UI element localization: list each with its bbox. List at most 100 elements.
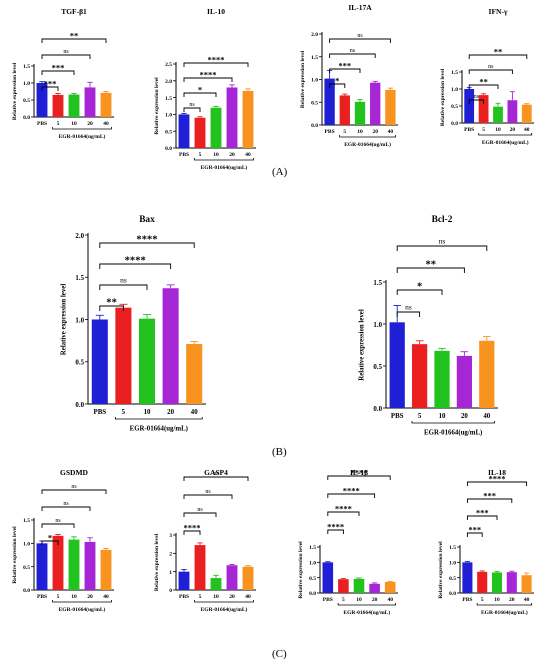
x-tick-label: PBS [37,594,47,600]
group-bracket [339,135,396,138]
x-tick-label: 10 [213,594,219,600]
bar-20 [84,541,96,590]
significance-bracket [41,54,91,59]
significance-label: **** [208,55,225,65]
bar-5 [52,535,64,590]
significance-bracket [468,54,528,59]
x-tick-label: 20 [229,152,235,158]
significance-bracket [329,68,361,73]
x-tick-label: PBS [179,594,189,600]
significance-label: ns [357,33,363,39]
bar-10 [353,578,365,593]
bar-10 [354,101,366,125]
x-tick-label: 20 [229,594,235,600]
x-tick-label: 5 [122,409,126,416]
significance-label: ** [106,297,117,308]
significance-bracket [466,481,528,486]
significance-label: *** [468,525,481,535]
significance-label: ns [213,471,219,477]
x-axis-label: EGR-01664(ug/mL) [343,609,390,616]
y-tick-label: 2.0 [165,79,172,85]
bar-5 [477,571,488,593]
group-bracket [52,127,112,130]
x-tick-label: 5 [199,152,202,158]
x-axis-label: EGR-01664(ug/mL) [59,606,106,613]
bar-pbs [324,78,335,125]
significance-bracket [327,529,344,534]
y-tick-label: 0.0 [451,121,458,127]
significance-bracket [41,489,107,494]
bar-10 [491,572,503,593]
significance-label: *** [338,61,351,71]
bar-10 [68,94,80,117]
x-axis-label: EGR-01664(ug/mL) [344,141,391,148]
significance-bracket [41,86,59,91]
y-axis-label: Relative expression level [12,526,18,584]
x-tick-label: 20 [87,594,93,600]
bar-40 [100,549,112,590]
significance-label: ns [189,102,195,108]
x-axis-label: EGR-01664(ug/mL) [201,606,248,613]
bar-20 [370,82,381,125]
x-tick-label: 20 [509,597,515,603]
x-tick-label: 10 [439,413,446,420]
significance-label: **** [125,255,146,266]
y-tick-label: 0.0 [309,591,316,597]
y-axis-label: Relative expression level [298,541,304,599]
y-axis-label: Relative expression level [61,284,68,356]
significance-label: ns [439,237,446,246]
bar-pbs [36,543,48,590]
significance-bracket [99,242,195,248]
group-bracket [194,600,254,603]
bar-40 [521,575,532,593]
significance-bracket [327,475,391,480]
significance-bracket [466,515,498,520]
y-tick-label: 1.5 [451,70,458,76]
bar-5 [194,545,206,590]
y-tick-label: 2.5 [165,62,172,68]
y-tick-label: 1.5 [373,280,382,287]
x-tick-label: PBS [94,409,107,416]
x-tick-label: PBS [464,127,474,133]
significance-bracket [41,70,75,75]
chart-bcl-2: Bcl-2 0.0 0.5 1.0 1.5 Relative expression lev… [359,215,498,436]
bar-40 [100,92,112,117]
significance-label: **** [343,486,360,496]
x-tick-label: PBS [179,152,189,158]
bar-5 [194,117,206,148]
y-axis-label: Relative expression level [359,309,366,381]
y-tick-label: 0.5 [451,104,458,110]
group-bracket [114,417,203,420]
significance-label: *** [483,491,496,501]
significance-label: **** [136,234,157,245]
y-axis-label: Relative expression level [154,77,160,135]
bar-20 [456,355,473,408]
x-tick-label: 40 [524,127,530,133]
x-tick-label: 10 [71,594,77,600]
chart-title: GASP4 [204,468,228,477]
significance-bracket [329,38,391,43]
x-tick-label: 5 [342,597,345,603]
significance-label: * [335,76,339,86]
x-tick-label: 5 [57,594,60,600]
bar-20 [506,572,517,593]
significance-label: *** [52,63,65,73]
x-tick-label: 20 [167,409,174,416]
y-tick-label: 0.0 [23,115,30,121]
x-tick-label: 40 [483,413,490,420]
y-tick-label: 1.0 [449,561,456,567]
bar-5 [338,579,349,593]
significance-label: **** [184,523,201,533]
x-tick-label: 5 [418,413,422,420]
group-bracket [476,603,533,606]
significance-label: ** [494,47,503,57]
significance-bracket [329,53,376,58]
significance-bracket [183,107,201,112]
significance-bracket [466,532,483,537]
chart-title: TGF-β1 [61,7,87,16]
chart-title: IL-10 [207,7,225,16]
significance-label: ns [205,489,211,495]
significance-label: *** [476,508,489,518]
significance-label: **** [351,468,368,478]
